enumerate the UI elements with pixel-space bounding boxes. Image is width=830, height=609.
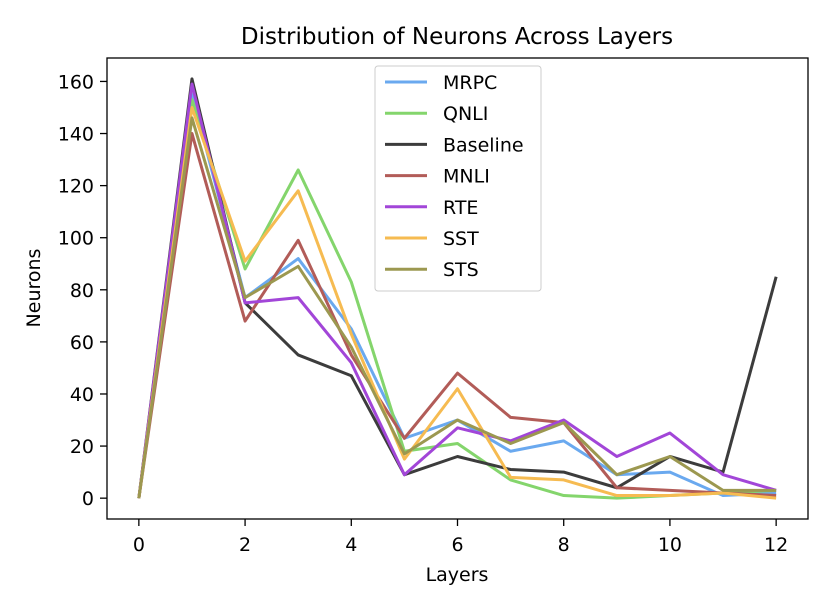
x-tick-label: 12 [764,534,788,556]
legend-label-mnli: MNLI [443,166,490,188]
y-tick-label: 20 [70,436,94,458]
legend-items: MRPC QNLI Baseline MNLI RTE SST STS [385,72,524,281]
series-line-sst [137,105,777,500]
y-tick-label: 120 [58,176,94,198]
legend-label-rte: RTE [443,197,478,219]
legend-label-sts: STS [443,259,479,281]
legend-label-baseline: Baseline [443,134,524,156]
x-tick-label: 6 [451,534,463,556]
y-tick-label: 60 [70,332,94,354]
x-tick-label: 0 [133,534,145,556]
x-tick-label: 8 [558,534,570,556]
y-axis: 0 20 40 60 80 100 120 140 160 [58,71,107,510]
x-tick-label: 10 [658,534,682,556]
series-line-mnli [137,132,777,499]
x-tick-label: 2 [239,534,251,556]
x-axis: 0 2 4 6 8 10 12 [133,519,788,556]
legend-label-sst: SST [443,228,479,250]
x-tick-label: 4 [345,534,357,556]
y-axis-label: Neurons [23,249,45,328]
chart-title: Distribution of Neurons Across Layers [241,24,673,50]
y-tick-label: 140 [58,124,94,146]
legend-label-mrpc: MRPC [443,72,497,94]
y-tick-label: 0 [82,488,94,510]
y-tick-label: 160 [58,71,94,93]
legend: MRPC QNLI Baseline MNLI RTE SST STS [374,65,542,292]
legend-frame [374,65,542,292]
y-tick-label: 40 [70,384,94,406]
x-axis-label: Layers [426,564,489,586]
series-layer [137,77,778,500]
legend-label-qnli: QNLI [443,103,488,125]
y-tick-label: 80 [70,280,94,302]
series-line-rte [137,82,777,499]
y-tick-label: 100 [58,228,94,250]
series-line-sts [137,116,777,499]
